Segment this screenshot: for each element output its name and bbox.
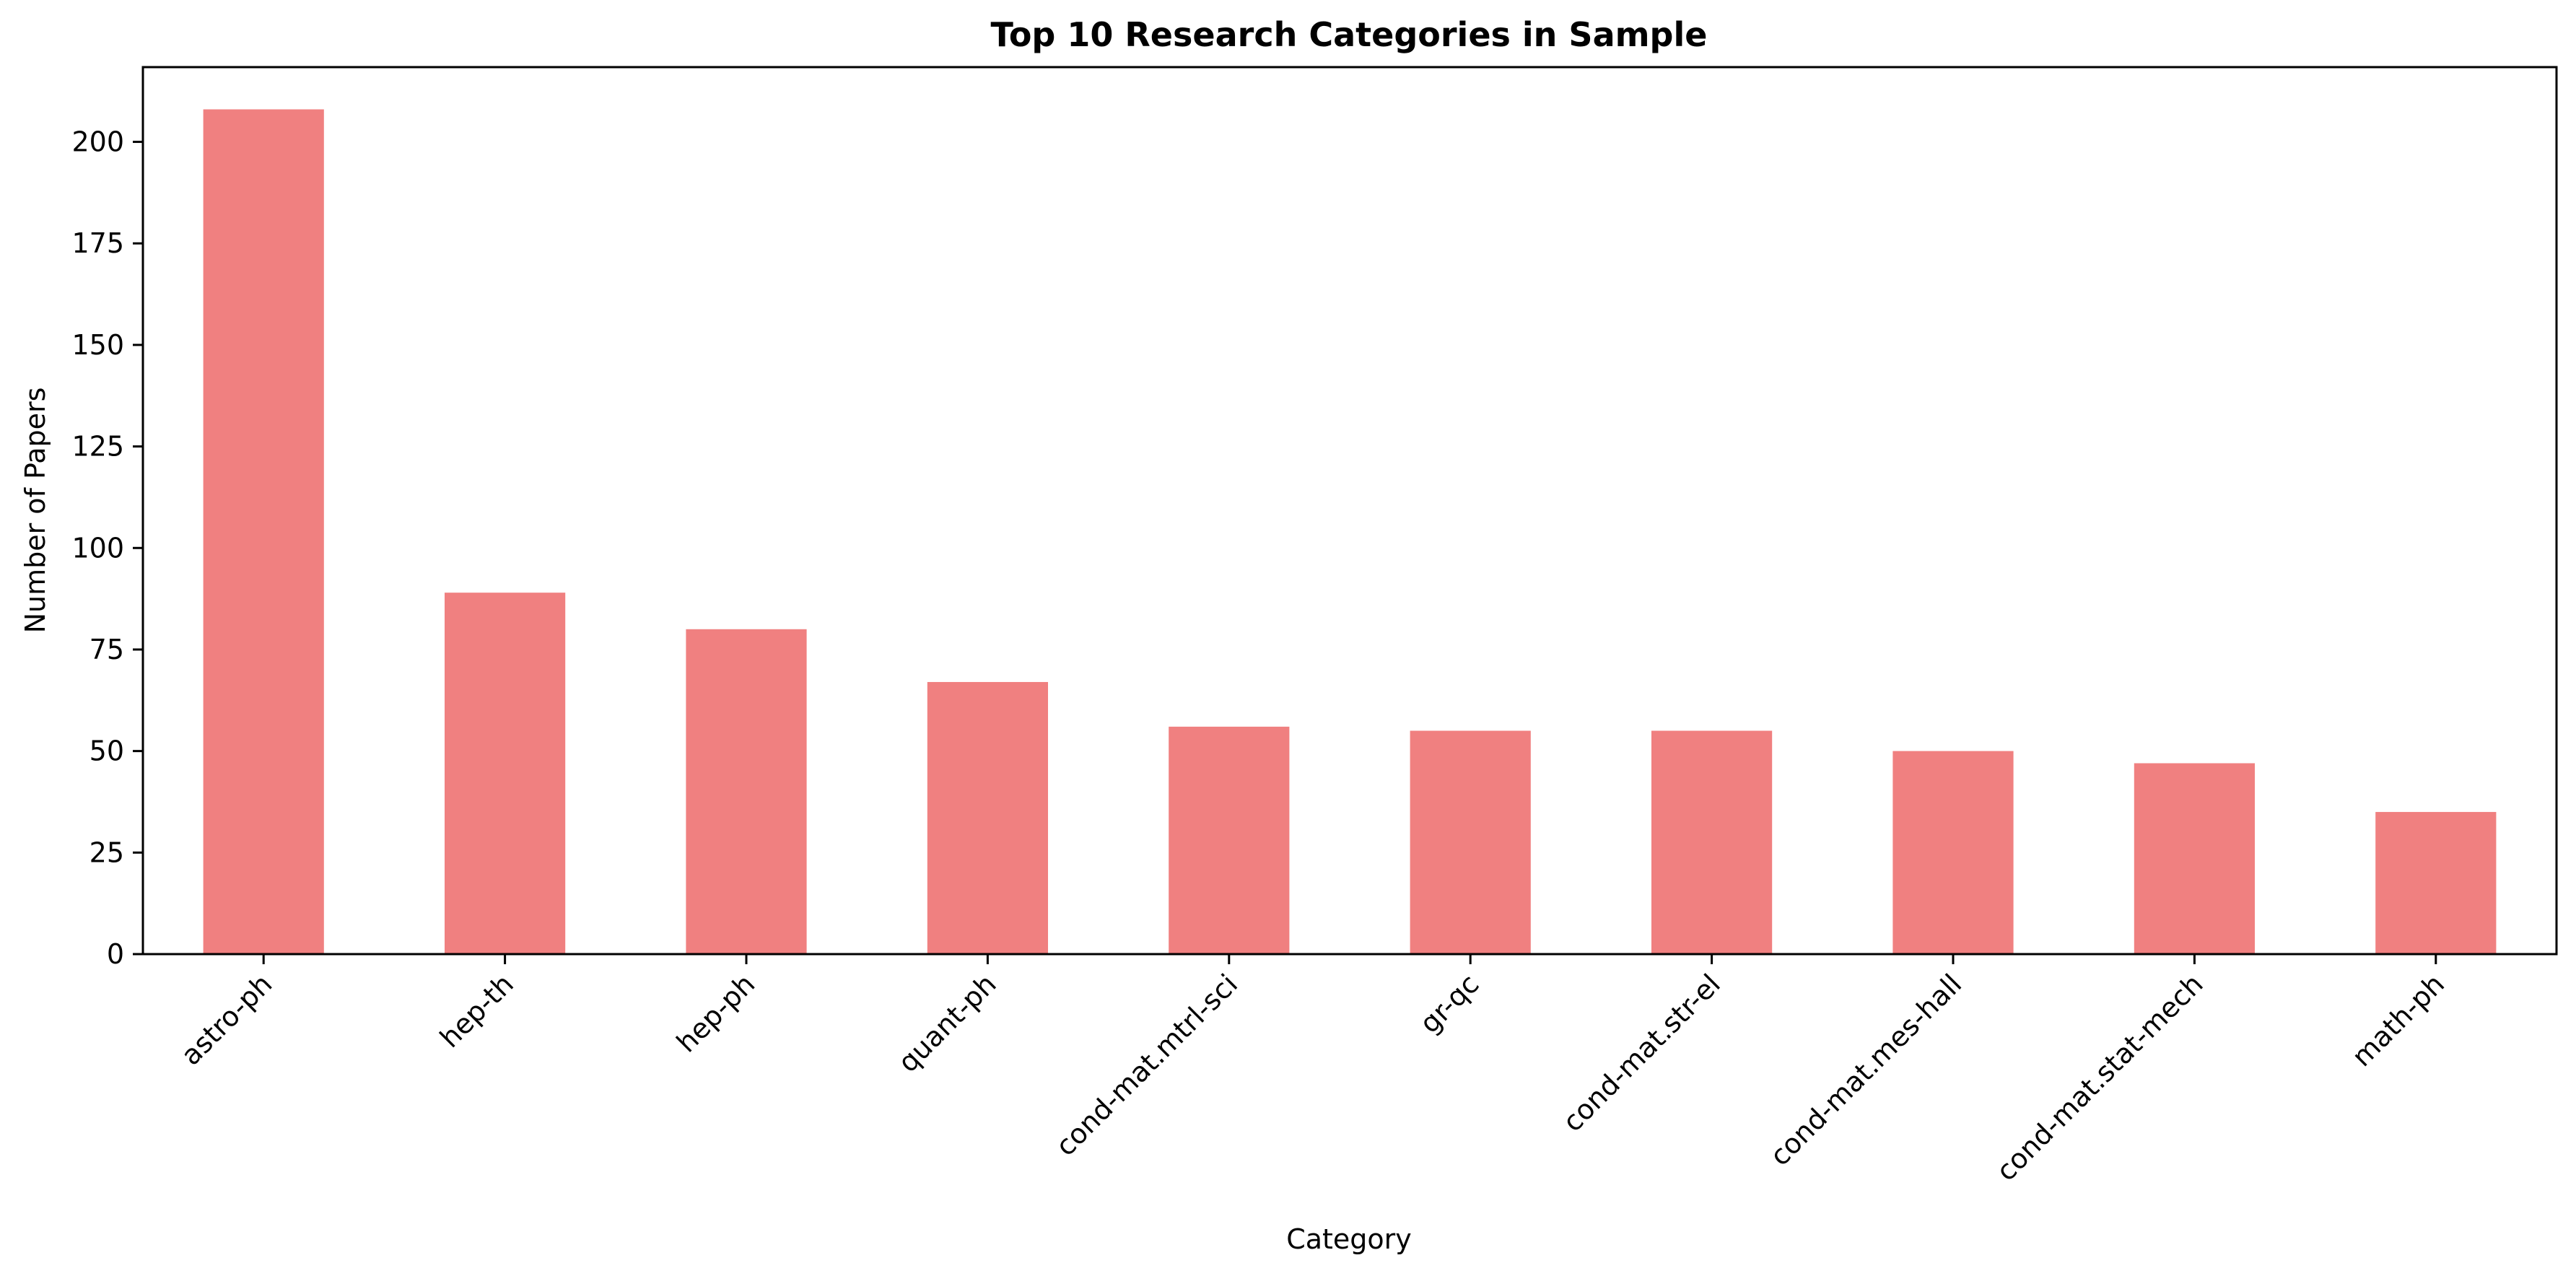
x-tick-label: gr-qc [1414,968,1485,1039]
x-tick-label: cond-mat.mtrl-sci [1049,968,1244,1162]
y-tick-label: 25 [89,836,124,868]
bar-gr-qc [1410,730,1531,954]
y-axis: 0 25 50 75 100 125 150 175 200 [71,126,143,970]
y-tick-label: 150 [71,329,124,361]
bar-cond-mat.stat-mech [2134,763,2255,954]
bar-hep-th [445,593,566,954]
plot-frame [141,66,2558,956]
y-tick-label: 50 [89,735,124,767]
y-tick-label: 75 [89,634,124,665]
x-axis: astro-ph hep-th hep-ph quant-ph cond-mat.mtr… [175,954,2450,1187]
x-tick-label: astro-ph [175,968,278,1071]
y-tick-label: 175 [71,227,124,259]
y-tick-label: 200 [71,126,124,158]
bar-cond-mat.mes-hall [1892,751,2014,954]
bars-group [203,109,2497,954]
x-tick-label: cond-mat.str-el [1557,968,1726,1137]
x-tick-label: cond-mat.mes-hall [1764,968,1968,1172]
x-axis-label: Category [1286,1223,1412,1255]
x-tick-label: cond-mat.stat-mech [1990,968,2209,1187]
bar-math-ph [2375,812,2497,954]
x-tick-label: hep-ph [671,968,761,1059]
chart-title: Top 10 Research Categories in Sample [991,15,1708,54]
y-tick-label: 100 [71,532,124,564]
bar-hep-ph [686,629,807,954]
y-axis-label: Number of Papers [19,388,51,634]
x-tick-label: quant-ph [892,968,1003,1078]
y-tick-label: 125 [71,431,124,463]
x-tick-label: math-ph [2346,968,2450,1072]
bar-cond-mat.str-el [1651,730,1773,954]
y-tick-label: 0 [107,938,124,970]
bar-astro-ph [203,109,324,954]
bar-quant-ph [927,681,1048,954]
x-tick-label: hep-th [434,968,520,1054]
bar-cond-mat.mtrl-sci [1169,726,1290,954]
